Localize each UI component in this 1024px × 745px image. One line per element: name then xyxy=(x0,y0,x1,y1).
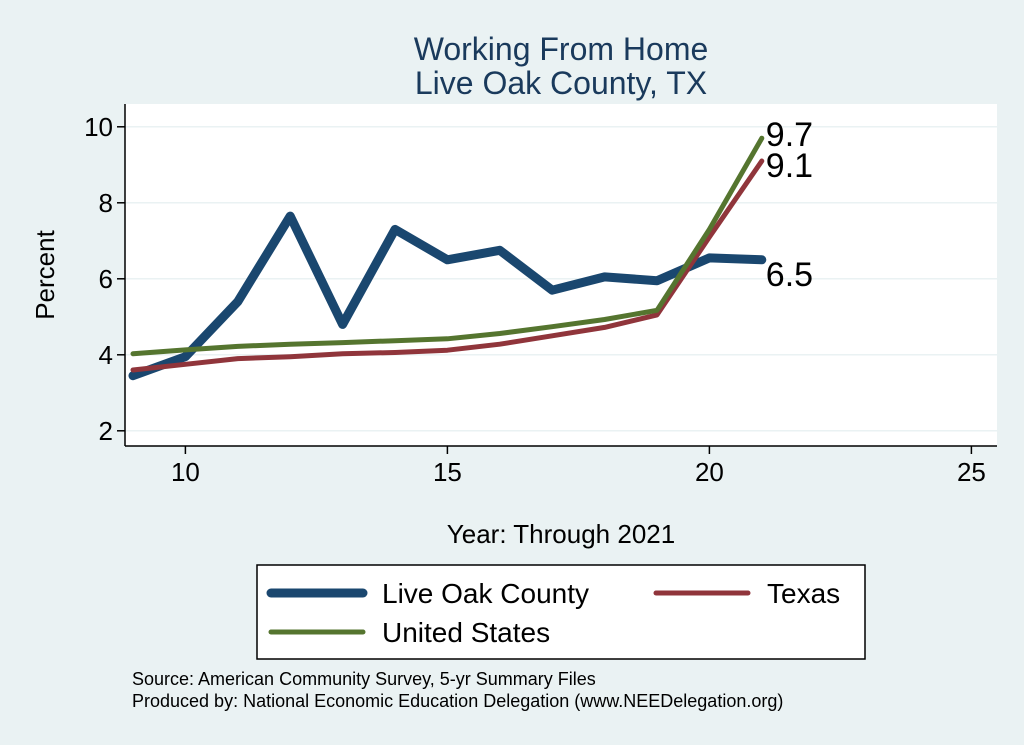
legend-label-texas: Texas xyxy=(767,578,840,609)
y-tick-label: 8 xyxy=(99,188,113,218)
y-tick-label: 10 xyxy=(84,112,113,142)
x-tick-label: 20 xyxy=(695,457,724,487)
footer: Source: American Community Survey, 5-yr … xyxy=(132,668,783,712)
series-lines xyxy=(128,135,767,381)
series-line-live-oak-county xyxy=(128,211,767,381)
source-note: Source: American Community Survey, 5-yr … xyxy=(132,669,596,689)
end-label-texas: 9.1 xyxy=(766,147,813,185)
series-line-texas xyxy=(130,158,765,373)
end-label-live-oak-county: 6.5 xyxy=(766,256,813,294)
x-tick-label: 10 xyxy=(171,457,200,487)
produced-by-note: Produced by: National Economic Education… xyxy=(132,691,784,711)
x-axis-label: Year: Through 2021 xyxy=(447,519,675,549)
chart-title-line-1: Working From Home xyxy=(414,31,709,67)
axis-ticks: 2 4 6 8 10 10 15 20 25 xyxy=(84,112,986,487)
end-labels: 6.5 9.19.7 xyxy=(766,116,813,294)
y-tick-label: 4 xyxy=(99,340,113,370)
y-tick-label: 2 xyxy=(99,416,113,446)
series-line-united-states xyxy=(130,135,765,357)
legend-label-live-oak-county: Live Oak County xyxy=(382,578,589,609)
chart-title-line-2: Live Oak County, TX xyxy=(415,65,707,101)
y-tick-label: 6 xyxy=(99,264,113,294)
legend: Live Oak County Texas United States xyxy=(266,578,840,648)
x-tick-label: 25 xyxy=(957,457,986,487)
x-tick-label: 15 xyxy=(433,457,462,487)
legend-label-united-states: United States xyxy=(382,617,550,648)
gridlines xyxy=(125,126,997,432)
plot-area xyxy=(125,104,997,446)
y-axis-label: Percent xyxy=(30,229,60,319)
end-label-united-states: 9.7 xyxy=(766,116,813,154)
legend-box xyxy=(256,564,866,660)
